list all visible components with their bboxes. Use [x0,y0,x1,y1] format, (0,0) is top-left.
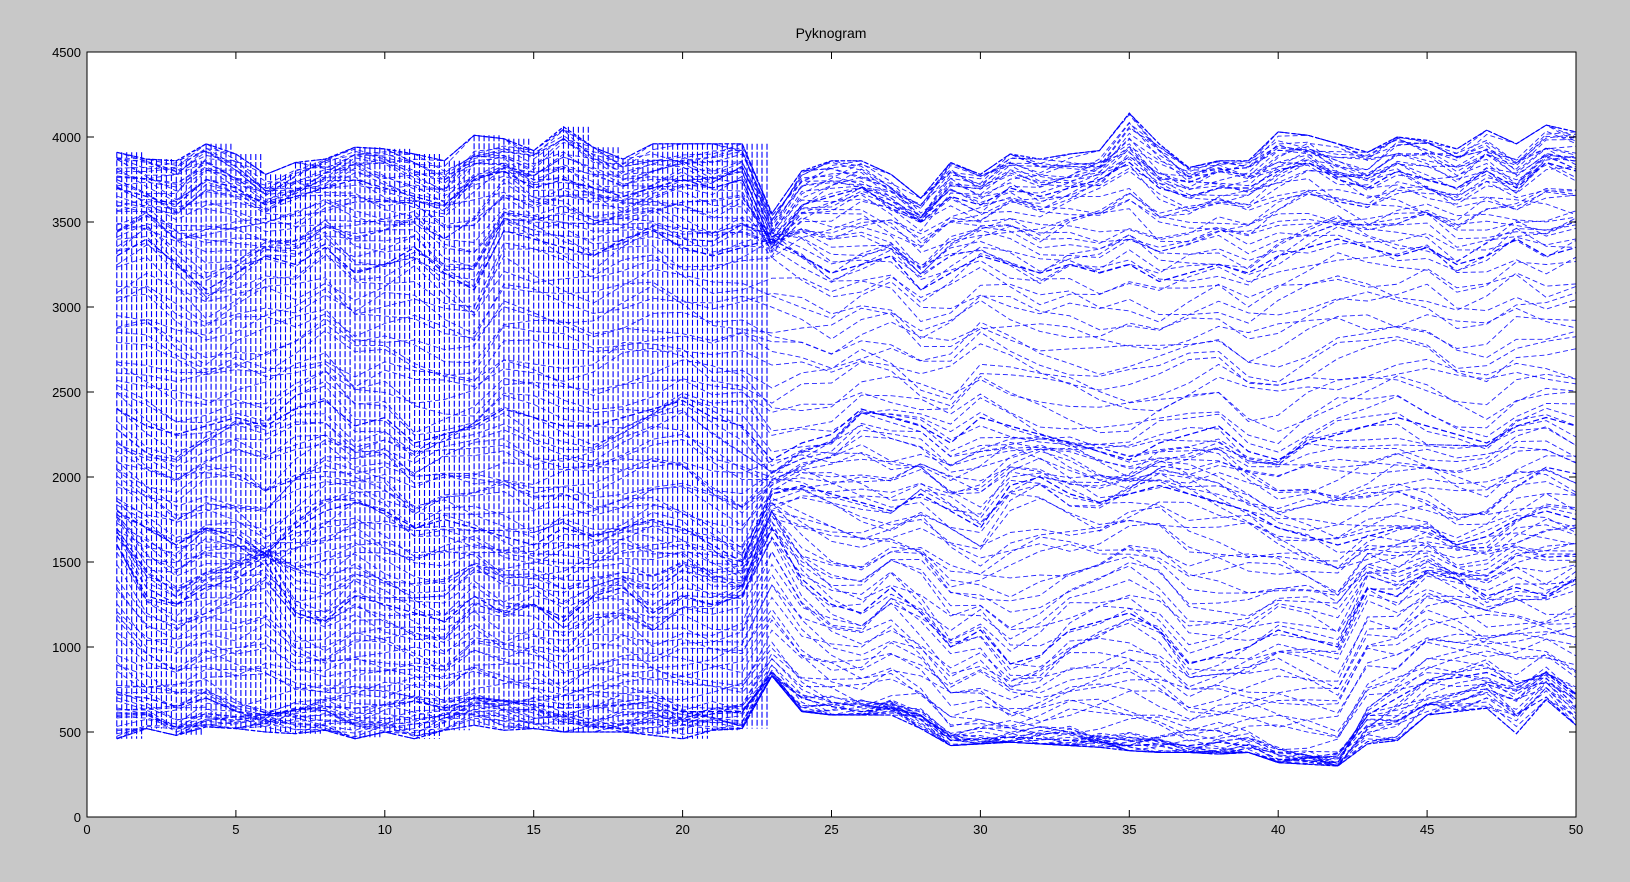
formant-line [116,596,1577,709]
formant-line [116,675,1577,767]
formant-track [116,671,1577,764]
formant-line [116,122,1577,215]
formant-line [116,152,1577,227]
formant-line [116,550,1577,687]
y-tick-label: 1000 [52,640,81,655]
formant-line [116,424,1577,478]
formant-line [116,160,1577,236]
formant-line [116,629,1577,738]
formant-line [116,563,1577,688]
formant-line [116,536,1577,654]
formant-line [116,127,1577,221]
y-tick-label: 0 [74,810,81,825]
x-tick-label: 0 [83,822,90,837]
formant-line [116,254,1577,323]
formant-line [116,429,1577,484]
y-tick-label: 4000 [52,130,81,145]
formant-line [116,619,1577,720]
formant-line [116,242,1577,320]
formant-line [116,411,1577,473]
x-tick-label: 10 [378,822,392,837]
chart-title: Pyknogram [796,25,867,41]
formant-line [116,283,1577,341]
data-layer [116,112,1577,767]
y-tick-label: 2000 [52,470,81,485]
formant-line [116,138,1577,222]
formant-line [116,573,1577,694]
formant-line [116,501,1577,594]
formant-track [116,399,1577,461]
y-tick-label: 1500 [52,555,81,570]
y-tick-label: 500 [59,725,81,740]
formant-line [116,521,1577,605]
formant-line [116,439,1577,500]
formant-line [116,614,1577,728]
formant-line [116,395,1577,467]
formant-line [116,385,1577,466]
formant-line [116,435,1577,481]
x-tick-label: 45 [1420,822,1434,837]
formant-line [116,191,1577,259]
x-axis: 0 5 10 15 20 25 30 35 40 45 50 [83,52,1583,837]
formant-line [116,584,1577,698]
formant-line [116,657,1577,766]
formant-line [116,255,1577,328]
formant-line [116,178,1577,252]
formant-line [116,652,1577,764]
x-tick-label: 30 [973,822,987,837]
formant-line [116,217,1577,298]
formant-line [116,608,1577,718]
y-tick-label: 2500 [52,385,81,400]
envelope-line [116,674,1577,767]
y-tick-label: 3000 [52,300,81,315]
y-tick-label: 3500 [52,215,81,230]
x-tick-label: 25 [824,822,838,837]
x-tick-label: 40 [1271,822,1285,837]
formant-line [116,466,1577,540]
y-tick-label: 4500 [52,45,81,60]
formant-line [116,330,1577,391]
x-tick-label: 35 [1122,822,1136,837]
formant-line [116,214,1577,275]
formant-line [116,459,1577,521]
formant-line [116,221,1577,301]
x-tick-label: 20 [675,822,689,837]
formant-line [116,341,1577,403]
formant-line [116,281,1577,340]
y-axis: 0 500 1000 1500 2000 2500 3000 3500 4000 4500 [52,45,1576,825]
x-tick-label: 50 [1569,822,1583,837]
formant-line [116,203,1577,270]
formant-line [116,502,1577,575]
formant-line [116,323,1577,383]
formant-line [116,370,1577,434]
formant-track [116,476,1577,563]
x-tick-label: 5 [232,822,239,837]
x-tick-label: 15 [526,822,540,837]
formant-line [116,145,1577,258]
